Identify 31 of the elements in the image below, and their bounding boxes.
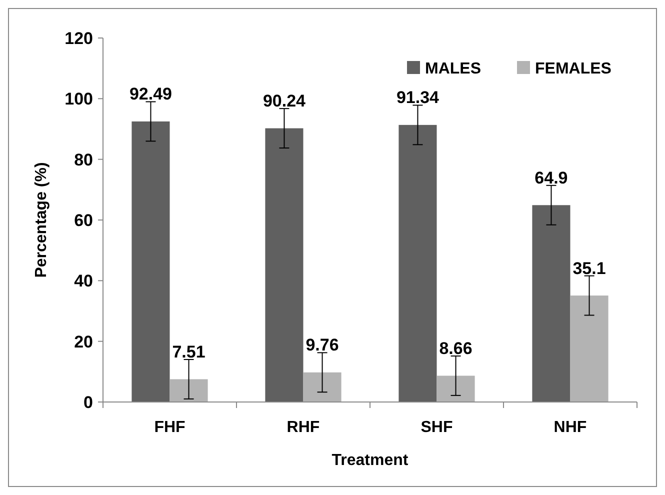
- x-tick-label: RHF: [286, 419, 320, 436]
- data-label: 91.34: [396, 88, 440, 108]
- bar: [303, 372, 342, 402]
- x-axis-title: Treatment: [332, 452, 409, 469]
- legend-label: FEMALES: [535, 60, 612, 78]
- y-tick-label: 120: [64, 28, 93, 48]
- x-tick-label: SHF: [420, 419, 453, 436]
- data-label: 92.49: [129, 84, 172, 104]
- bar: [170, 379, 208, 402]
- y-tick-label: 80: [74, 150, 93, 170]
- x-tick-label: NHF: [554, 419, 587, 436]
- legend-label: MALES: [425, 60, 482, 78]
- x-tick-label: FHF: [154, 419, 186, 436]
- y-tick-label: 20: [74, 332, 93, 352]
- y-tick-label: 60: [74, 210, 93, 230]
- y-tick-label: 100: [64, 90, 93, 109]
- y-tick-label: 0: [84, 392, 93, 412]
- data-label: 90.24: [262, 92, 306, 111]
- bar: [436, 376, 475, 402]
- bar: [570, 296, 608, 402]
- data-label: 9.76: [306, 336, 339, 355]
- data-label: 7.51: [172, 342, 206, 362]
- data-label: 64.9: [534, 168, 568, 188]
- bar: [132, 121, 170, 402]
- bar: [532, 205, 570, 402]
- data-label: 35.1: [572, 258, 606, 278]
- bar: [398, 124, 437, 402]
- bar: [265, 128, 304, 402]
- y-tick-label: 40: [74, 272, 93, 291]
- y-axis-title: Percentage (%): [33, 162, 50, 278]
- data-label: 8.66: [439, 339, 472, 358]
